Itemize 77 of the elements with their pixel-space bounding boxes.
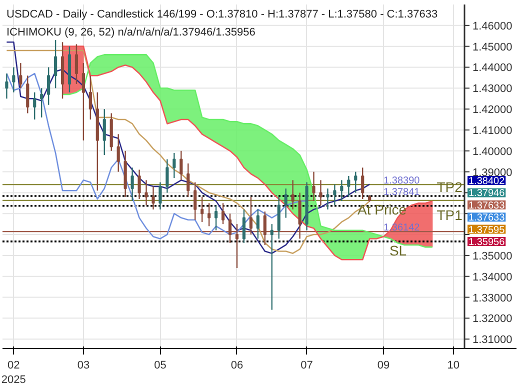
candlestick — [40, 88, 44, 118]
candlestick — [319, 180, 322, 206]
candlestick — [249, 196, 252, 236]
x-tick-label: 02 2025 — [1, 360, 26, 386]
y-tick-label: 1.33000 — [472, 292, 512, 304]
candlestick — [340, 180, 344, 202]
candlestick — [74, 44, 78, 85]
candlestick — [312, 171, 316, 202]
y-tick-label: 1.46000 — [472, 20, 512, 32]
y-tick-label: 1.42000 — [472, 104, 512, 116]
candlestick — [26, 75, 30, 114]
y-tick-label: 1.34000 — [472, 271, 512, 284]
candlestick — [333, 184, 336, 206]
candlestick — [208, 202, 211, 227]
candlestick — [116, 134, 120, 172]
line-series — [6, 72, 308, 240]
candlestick — [5, 72, 8, 100]
annotation: 1.37841 — [384, 187, 420, 198]
ref-line-label: TP1 — [436, 206, 463, 223]
candlestick — [194, 182, 197, 220]
y-tick-label: 1.44000 — [472, 62, 512, 74]
y-tick-label: 1.43000 — [472, 83, 512, 96]
candlestick — [361, 167, 364, 200]
candlestick — [19, 62, 22, 89]
ref-line-label: SL — [389, 242, 407, 258]
candlestick — [172, 152, 176, 179]
x-tick-label: 09 — [377, 360, 390, 372]
text: 1.37633 — [468, 212, 506, 224]
text: 1.38402 — [468, 176, 506, 187]
candlestick — [256, 208, 260, 240]
x-tick-label: 05 — [154, 360, 166, 372]
text: ICHIMOKU (9, 26, 52) n/a/n/a/n/a/1.37946/1.35956 — [6, 26, 256, 38]
x-tick-label: 10 — [447, 360, 460, 372]
candlestick — [263, 210, 266, 246]
x-tick-label: 03 — [77, 360, 90, 372]
candlestick — [354, 171, 358, 194]
y-tick-label: 1.45000 — [472, 41, 512, 54]
candlestick — [12, 66, 16, 93]
candlestick — [158, 182, 162, 210]
candlestick — [138, 169, 141, 200]
y-tick-label: 1.31000 — [472, 334, 512, 346]
y-tick-label: 1.35000 — [472, 250, 512, 262]
candlestick — [242, 208, 246, 244]
text: 1.37595 — [468, 224, 506, 236]
candlestick — [228, 213, 232, 244]
x-tick-label: 07 — [300, 360, 313, 372]
candlestick — [54, 39, 58, 89]
x-tick-label: 06 — [230, 360, 244, 372]
candlestick — [47, 66, 50, 106]
candlestick — [33, 92, 36, 120]
candlestick — [214, 204, 218, 231]
candlestick — [166, 158, 169, 194]
y-tick-label: 1.40000 — [472, 146, 512, 158]
candlestick — [298, 192, 302, 240]
candlestick — [180, 150, 183, 181]
candlestick — [291, 180, 294, 210]
text: 1.35956 — [468, 237, 506, 248]
chart-title: USDCAD - Daily - Candlestick 146/199 - O:1.37810 - H:1.37877 - L:1.37580 - C:1.37633 — [6, 8, 438, 20]
text: 1.37946 — [468, 188, 506, 200]
candlestick — [326, 188, 330, 210]
text: 1.37633 — [468, 200, 506, 212]
candlestick — [82, 62, 85, 142]
candlestick — [221, 202, 225, 225]
candlestick — [130, 167, 134, 202]
candlestick — [144, 180, 148, 206]
candlestick — [88, 75, 92, 120]
y-tick-label: 1.32000 — [472, 313, 512, 326]
candlestick — [284, 188, 288, 218]
candlestick — [270, 223, 274, 310]
annotation: 1.38390 — [384, 176, 420, 187]
candlestick — [102, 108, 106, 156]
candlestick — [186, 162, 190, 198]
candlestick — [347, 175, 350, 198]
candlestick — [152, 186, 155, 210]
y-tick-label: 1.41000 — [472, 124, 512, 137]
candlestick — [235, 223, 239, 269]
candlestick — [200, 196, 204, 223]
